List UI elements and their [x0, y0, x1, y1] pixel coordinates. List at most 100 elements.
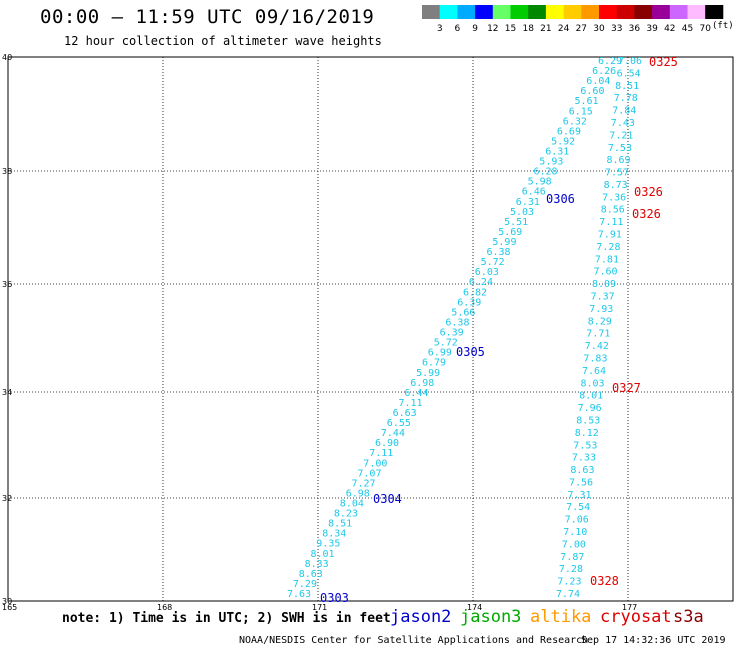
color-scale-label: 39	[646, 24, 658, 34]
wave-height-value: 8.03	[581, 378, 605, 389]
track-values: 7.637.298.638.338.019.358.348.518.238.04…	[287, 56, 642, 600]
longitude-labels: 165 168 171 174 177	[2, 603, 637, 612]
wave-height-value: 7.56	[569, 477, 593, 488]
wave-height-value: 5.93	[539, 157, 563, 168]
wave-height-value: 6.90	[375, 438, 399, 449]
wave-height-value: 5.98	[528, 177, 552, 188]
color-swatch	[705, 5, 724, 19]
wave-height-value: 7.28	[559, 564, 583, 575]
color-scale-label: 9	[472, 24, 478, 34]
wave-height-value: 6.46	[522, 187, 546, 198]
color-scale-label: 27	[576, 24, 587, 34]
color-scale-label: 15	[505, 24, 516, 34]
wave-height-value: 6.31	[516, 197, 540, 208]
wave-height-value: 7.21	[609, 130, 633, 141]
generation-timestamp: Sep 17 14:32:36 UTC 2019	[581, 635, 726, 646]
wave-height-value: 7.64	[582, 366, 606, 377]
wave-height-value: 9.35	[316, 539, 340, 550]
wave-height-value: 6.99	[428, 348, 452, 359]
wave-height-value: 7.63	[287, 589, 311, 600]
credit-line: NOAA/NESDIS Center for Satellite Applica…	[239, 635, 589, 646]
wave-height-value: 7.37	[591, 292, 615, 303]
longitude-label: 165	[2, 603, 17, 612]
wave-height-value: 7.27	[352, 478, 376, 489]
wave-height-value: 8.51	[328, 519, 352, 530]
longitude-label: 171	[312, 603, 327, 612]
wave-height-value: 5.99	[492, 237, 516, 248]
wave-height-value: 6.98	[410, 378, 434, 389]
color-swatch	[492, 5, 511, 19]
wave-height-value: 5.61	[575, 96, 599, 107]
wave-height-value: 7.43	[611, 118, 635, 129]
longitude-label: 174	[467, 603, 482, 612]
wave-height-value: 7.11	[599, 217, 623, 228]
wave-height-value: 6.63	[393, 408, 417, 419]
wave-height-value: 7.23	[557, 577, 581, 588]
color-scale-label: 21	[540, 24, 551, 34]
color-scale-label: 24	[558, 24, 570, 34]
map-grid	[7, 56, 734, 602]
wave-height-value: 7.33	[572, 453, 596, 464]
wave-height-value: 7.00	[562, 539, 586, 550]
wave-height-value: 7.36	[602, 192, 626, 203]
color-scale-label: 45	[682, 24, 693, 34]
pass-labels: 0303 0304 0305 0306 0325 0326 0326 0327 0328	[320, 55, 678, 605]
wave-height-value: 7.54	[566, 502, 590, 513]
wave-height-value: 8.04	[340, 499, 364, 510]
color-swatch	[581, 5, 600, 19]
wave-height-value: 5.99	[416, 368, 440, 379]
wave-height-value: 6.55	[387, 418, 411, 429]
pass-time-label: 0303	[320, 591, 349, 605]
wave-height-value: 7.71	[586, 329, 610, 340]
wave-height-value: 7.44	[381, 428, 405, 439]
color-swatch	[528, 5, 547, 19]
color-scale-label: 3	[437, 24, 443, 34]
wave-height-value: 6.69	[557, 126, 581, 137]
wave-height-value: 8.12	[575, 428, 599, 439]
color-swatch	[669, 5, 688, 19]
wave-height-value: 7.10	[563, 527, 587, 538]
wave-height-value: 5.72	[481, 257, 505, 268]
wave-height-value: 7.31	[568, 490, 592, 501]
mission-cryosat: cryosat	[600, 607, 672, 627]
wave-height-value: 7.06	[618, 56, 642, 67]
latitude-label: 36	[2, 280, 12, 289]
mission-jason2: jason2	[390, 607, 452, 627]
color-scale-label: 70	[699, 24, 711, 34]
wave-height-value: 7.74	[556, 589, 580, 600]
wave-height-value: 7.60	[594, 267, 618, 278]
wave-height-value: 7.81	[595, 254, 619, 265]
mission-jason3: jason3	[460, 607, 522, 627]
wave-height-value: 6.39	[440, 328, 464, 339]
color-swatch	[545, 5, 564, 19]
latitude-labels: 40 38 36 34 32 30	[2, 53, 12, 606]
pass-time-label: 0325	[649, 55, 678, 69]
wave-height-value: 7.42	[585, 341, 609, 352]
wave-height-value: 7.96	[578, 403, 602, 414]
pass-time-label: 0305	[456, 345, 485, 359]
wave-height-value: 6.39	[457, 297, 481, 308]
wave-height-value: 8.69	[607, 155, 631, 166]
color-swatch	[634, 5, 653, 19]
color-scale-label: 42	[664, 24, 675, 34]
wave-height-value: 7.00	[363, 458, 387, 469]
footnote: note: 1) Time is in UTC; 2) SWH is in fe…	[62, 611, 391, 626]
wave-height-value: 7.91	[598, 230, 622, 241]
wave-height-value: 7.53	[573, 440, 597, 451]
color-swatch	[652, 5, 671, 19]
color-swatch	[563, 5, 582, 19]
color-swatch	[422, 5, 441, 19]
wave-height-value: 6.82	[463, 287, 487, 298]
latitude-label: 38	[2, 167, 12, 176]
wave-height-value: 8.56	[601, 205, 625, 216]
color-swatch	[475, 5, 494, 19]
latitude-label: 40	[2, 53, 12, 62]
wave-height-value: 6.79	[422, 358, 446, 369]
wave-height-value: 6.24	[469, 277, 493, 288]
chart-subtitle: 12 hour collection of altimeter wave hei…	[64, 34, 382, 48]
latitude-label: 30	[2, 597, 12, 606]
wave-height-value: 8.63	[299, 569, 323, 580]
wave-height-value: 5.66	[451, 307, 475, 318]
wave-height-value: 8.01	[311, 549, 335, 560]
color-swatch	[457, 5, 476, 19]
